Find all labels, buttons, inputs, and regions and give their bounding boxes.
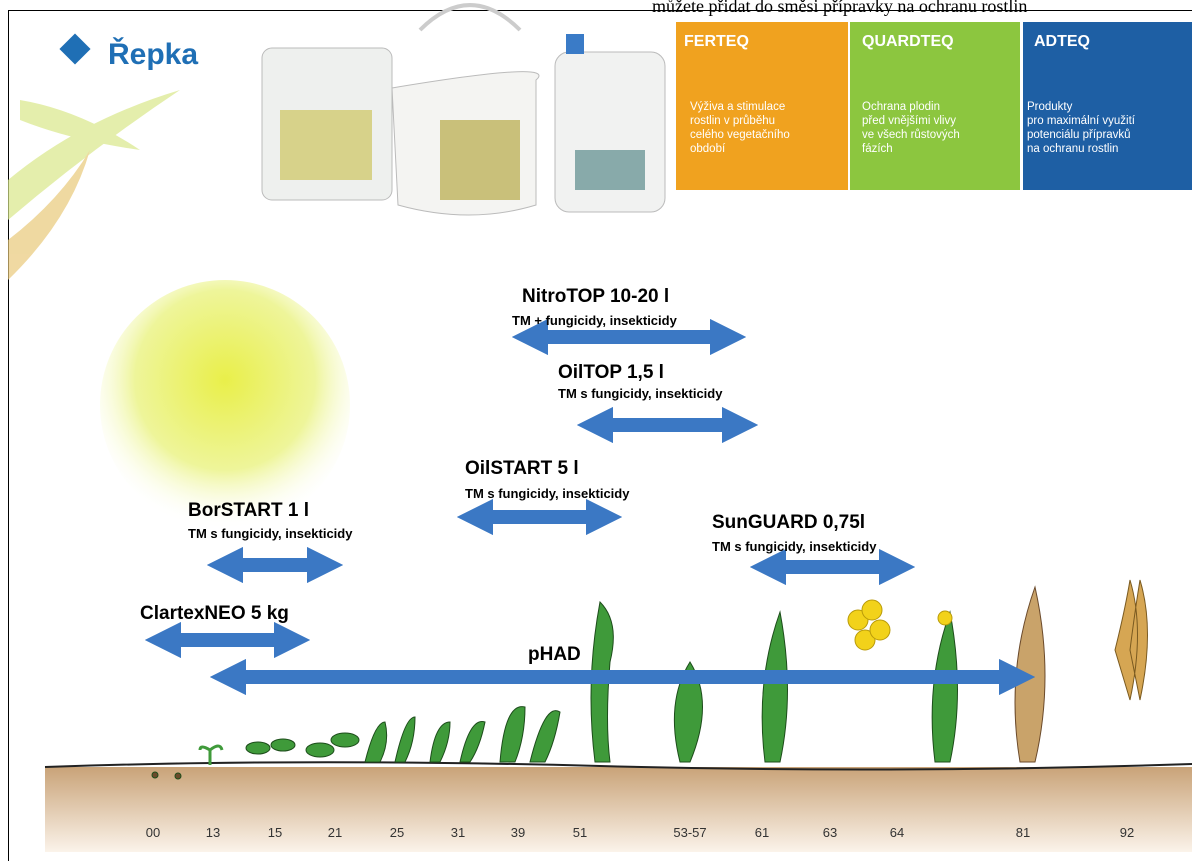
panel — [676, 22, 848, 190]
panel-text: pro maximální využití — [1027, 115, 1136, 127]
growth-stage: 13 — [206, 825, 220, 840]
panel-text: celého vegetačního — [690, 129, 790, 141]
panel-title: QUARDTEQ — [862, 33, 954, 50]
frame — [8, 10, 1192, 861]
panel-title: FERTEQ — [684, 33, 749, 50]
sun — [100, 280, 350, 530]
panel-text: ve všech růstových — [862, 129, 960, 141]
growth-stage: 15 — [268, 825, 282, 840]
arrows — [144, 318, 1036, 696]
leaf-decoration — [8, 90, 180, 280]
product-label: pHAD — [528, 644, 581, 665]
panel-title: ADTEQ — [1034, 33, 1090, 50]
panel — [1023, 22, 1192, 190]
panel-text: Výživa a stimulace — [690, 101, 785, 113]
product-label: OilSTART 5 l — [465, 458, 579, 479]
growth-stage: 39 — [511, 825, 525, 840]
product-label: ClartexNEO 5 kg — [140, 603, 289, 624]
panel — [850, 22, 1020, 190]
growth-stage: 21 — [328, 825, 342, 840]
product-note: TM + fungicidy, insekticidy — [512, 313, 678, 328]
product-note: TM s fungicidy, insekticidy — [712, 539, 877, 554]
growth-stage: 31 — [451, 825, 465, 840]
growth-stage: 25 — [390, 825, 404, 840]
growth-stage: 64 — [890, 825, 904, 840]
growth-stage: 51 — [573, 825, 587, 840]
panel-text: Produkty — [1027, 101, 1073, 113]
growth-stage: 63 — [823, 825, 837, 840]
panel-text: Ochrana plodin — [862, 101, 940, 113]
title: Řepka — [108, 37, 198, 71]
panel-text: potenciálu přípravků — [1027, 129, 1131, 141]
product-label: BorSTART 1 l — [188, 500, 309, 521]
panel-text: rostlin v průběhu — [690, 115, 775, 127]
top-note: můžete přidat do směsi přípravky na ochr… — [652, 0, 1028, 16]
growth-stage: 53-57 — [673, 825, 706, 840]
growth-stage: 00 — [146, 825, 160, 840]
product-label: NitroTOP 10-20 l — [522, 286, 669, 307]
product-note: TM s fungicidy, insekticidy — [188, 526, 353, 541]
product-note: TM s fungicidy, insekticidy — [465, 486, 630, 501]
growth-stage: 81 — [1016, 825, 1030, 840]
product-images — [261, 3, 666, 216]
growth-stage: 92 — [1120, 825, 1134, 840]
product-note: TM s fungicidy, insekticidy — [558, 386, 723, 401]
panel-text: období — [690, 143, 726, 155]
soil — [45, 767, 1192, 852]
panel-text: před vnějšími vlivy — [862, 115, 956, 127]
plants — [151, 579, 1148, 780]
title-icon — [59, 33, 91, 65]
growth-stage: 61 — [755, 825, 769, 840]
panel-text: fázích — [862, 143, 893, 155]
panel-text: na ochranu rostlin — [1027, 143, 1118, 155]
product-label: OilTOP 1,5 l — [558, 362, 664, 383]
ground-line — [44, 761, 1192, 771]
product-label: SunGUARD 0,75l — [712, 512, 865, 533]
